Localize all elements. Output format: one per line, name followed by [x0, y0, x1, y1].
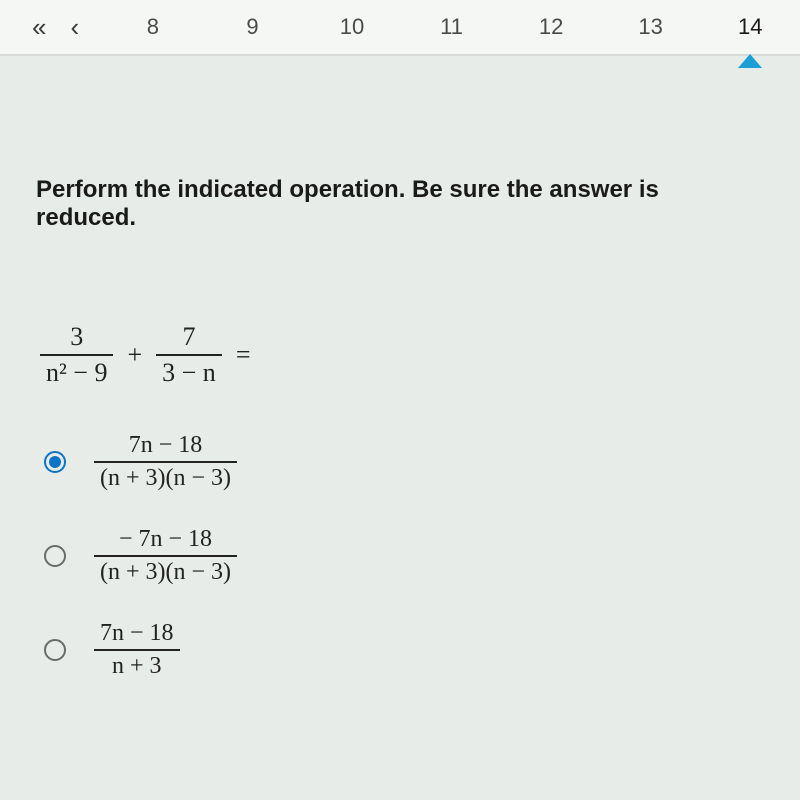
prev-page-button[interactable]: ‹	[70, 12, 79, 43]
option-1-den: (n + 3)(n − 3)	[94, 463, 237, 494]
option-2-den: (n + 3)(n − 3)	[94, 557, 237, 588]
option-1-num: 7n − 18	[123, 430, 209, 461]
nav-arrows: « ‹	[8, 12, 103, 43]
option-fraction: − 7n − 18 (n + 3)(n − 3)	[94, 524, 237, 588]
question-content: Perform the indicated operation. Be sure…	[0, 56, 800, 682]
option-expression: 7n − 18 n + 3	[90, 618, 180, 682]
question-nav-bar: « ‹ 8 9 10 11 12 13 14	[0, 0, 800, 56]
nav-items: 8 9 10 11 12 13 14	[103, 0, 800, 54]
radio-icon	[44, 545, 66, 567]
option-fraction: 7n − 18 n + 3	[94, 618, 180, 682]
nav-item-8[interactable]: 8	[103, 0, 203, 54]
equals-operator: =	[236, 340, 251, 370]
answer-options: 7n − 18 (n + 3)(n − 3) − 7n − 18 (n + 3)…	[36, 430, 764, 682]
option-fraction: 7n − 18 (n + 3)(n − 3)	[94, 430, 237, 494]
nav-item-10[interactable]: 10	[302, 0, 402, 54]
current-marker-icon	[738, 54, 762, 68]
option-3-den: n + 3	[106, 651, 168, 682]
first-page-button[interactable]: «	[32, 12, 46, 43]
fraction-1-den: n² − 9	[40, 356, 113, 390]
fraction-2: 7 3 − n	[156, 320, 222, 390]
answer-option-1[interactable]: 7n − 18 (n + 3)(n − 3)	[44, 430, 764, 494]
question-prompt: Perform the indicated operation. Be sure…	[36, 176, 764, 232]
answer-option-3[interactable]: 7n − 18 n + 3	[44, 618, 764, 682]
fraction-1: 3 n² − 9	[40, 320, 113, 390]
fraction-2-num: 7	[176, 320, 201, 354]
nav-item-14[interactable]: 14	[700, 0, 800, 54]
fraction-2-den: 3 − n	[156, 356, 222, 390]
plus-operator: +	[127, 340, 142, 370]
answer-option-2[interactable]: − 7n − 18 (n + 3)(n − 3)	[44, 524, 764, 588]
fraction-1-num: 3	[64, 320, 89, 354]
nav-item-label: 14	[738, 14, 762, 39]
nav-item-12[interactable]: 12	[501, 0, 601, 54]
nav-item-9[interactable]: 9	[203, 0, 303, 54]
option-2-num: − 7n − 18	[113, 524, 218, 555]
radio-icon	[44, 639, 66, 661]
option-3-num: 7n − 18	[94, 618, 180, 649]
radio-icon	[44, 451, 66, 473]
nav-item-13[interactable]: 13	[601, 0, 701, 54]
nav-item-11[interactable]: 11	[402, 0, 502, 54]
question-expression: 3 n² − 9 + 7 3 − n =	[36, 320, 764, 390]
option-expression: 7n − 18 (n + 3)(n − 3)	[90, 430, 237, 494]
option-expression: − 7n − 18 (n + 3)(n − 3)	[90, 524, 237, 588]
